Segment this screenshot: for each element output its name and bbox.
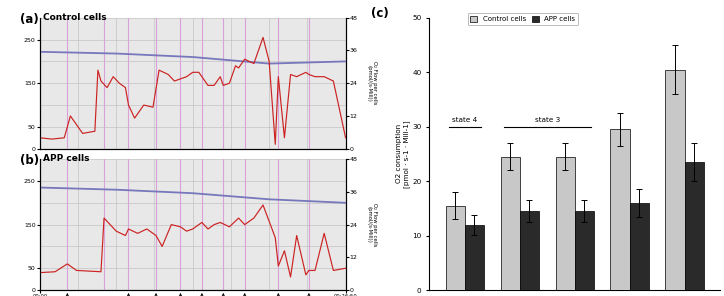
Bar <box>575 211 594 290</box>
Bar <box>465 225 484 290</box>
Text: state 4: state 4 <box>452 117 478 123</box>
Y-axis label: O₂ Flow per cells
(pmol/(s·Mill)): O₂ Flow per cells (pmol/(s·Mill)) <box>366 203 377 246</box>
Bar <box>555 157 575 290</box>
Bar <box>446 206 465 290</box>
Text: (c): (c) <box>371 7 389 20</box>
Bar <box>520 211 539 290</box>
Bar <box>665 70 685 290</box>
Bar <box>685 162 704 290</box>
Y-axis label: O2 consumption
[pmol · s-1 · Mill-1]: O2 consumption [pmol · s-1 · Mill-1] <box>396 120 410 188</box>
Text: Control cells: Control cells <box>43 12 106 22</box>
Bar <box>500 157 520 290</box>
Bar <box>610 129 630 290</box>
Text: (a): (a) <box>20 12 38 25</box>
Legend: Control cells, APP cells: Control cells, APP cells <box>468 13 578 25</box>
Text: (b): (b) <box>20 154 39 167</box>
Text: APP cells: APP cells <box>43 154 89 163</box>
Text: state 3: state 3 <box>535 117 560 123</box>
Bar <box>630 203 649 290</box>
Y-axis label: O₂ Flow per cells
(pmol/(s·Mill)): O₂ Flow per cells (pmol/(s·Mill)) <box>366 62 377 105</box>
